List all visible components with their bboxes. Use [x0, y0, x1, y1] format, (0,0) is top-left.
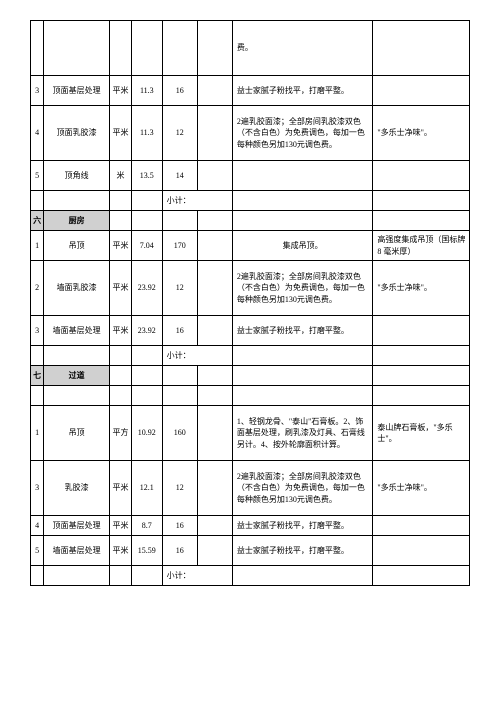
cell-desc: 益士家腻子粉找平，打磨平整。 — [232, 76, 372, 106]
cell-idx: 4 — [31, 106, 44, 161]
table-row: 3 顶面基层处理 平米 11.3 16 益士家腻子粉找平，打磨平整。 — [31, 76, 470, 106]
cell-name: 墙面基层处理 — [44, 316, 110, 346]
cell-price: 16 — [162, 316, 197, 346]
cell-name: 顶面基层处理 — [44, 516, 110, 536]
table-row: 4 顶面乳胶漆 平米 11.3 12 2遍乳胶面漆；全部房间乳胶漆双色（不含白色… — [31, 106, 470, 161]
cell-unit: 平米 — [110, 536, 132, 566]
cell-desc: 益士家腻子粉找平，打磨平整。 — [232, 516, 372, 536]
table-row: 3 乳胶漆 平米 12.1 12 2遍乳胶面漆；全部房间乳胶漆双色（不含白色）为… — [31, 461, 470, 516]
section-title: 过道 — [44, 366, 110, 386]
table-row: 1 吊顶 平米 7.04 170 集成吊顶。 高强度集成吊顶（国标牌 8 毫米厚… — [31, 231, 470, 261]
cell-qty: 23.92 — [131, 316, 162, 346]
cell-desc: 集成吊顶。 — [232, 231, 372, 261]
cell-idx: 3 — [31, 316, 44, 346]
cell-idx: 2 — [31, 261, 44, 316]
cell-unit: 平米 — [110, 461, 132, 516]
cell-name: 吊顶 — [44, 406, 110, 461]
cell-price: 14 — [162, 161, 197, 191]
cell-name: 墙面基层处理 — [44, 536, 110, 566]
table-row: 5 顶角线 米 13.5 14 — [31, 161, 470, 191]
cell-price: 170 — [162, 231, 197, 261]
cell-remark: "多乐士净味"。 — [373, 461, 470, 516]
budget-table: 费。 3 顶面基层处理 平米 11.3 16 益士家腻子粉找平，打磨平整。 4 … — [30, 20, 470, 586]
table-row: 4 顶面基层处理 平米 8.7 16 益士家腻子粉找平，打磨平整。 — [31, 516, 470, 536]
cell-qty: 8.7 — [131, 516, 162, 536]
subtotal-label: 小计： — [162, 191, 232, 211]
cell-name: 顶面基层处理 — [44, 76, 110, 106]
cell-unit: 平米 — [110, 516, 132, 536]
section-idx: 七 — [31, 366, 44, 386]
cell-price: 16 — [162, 516, 197, 536]
cell-price: 160 — [162, 406, 197, 461]
cell-desc: 2遍乳胶面漆；全部房间乳胶漆双色（不含白色）为免费调色，每加一色每种颜色另加13… — [232, 261, 372, 316]
subtotal-row: 小计： — [31, 566, 470, 586]
cell-qty: 23.92 — [131, 261, 162, 316]
cell-price: 16 — [162, 76, 197, 106]
cell-qty: 12.1 — [131, 461, 162, 516]
cell-unit: 平米 — [110, 76, 132, 106]
cell-qty: 11.3 — [131, 106, 162, 161]
cell-price: 16 — [162, 536, 197, 566]
subtotal-label: 小计： — [162, 566, 232, 586]
cell-desc: 益士家腻子粉找平，打磨平整。 — [232, 536, 372, 566]
cell-name: 顶角线 — [44, 161, 110, 191]
section-title: 厨房 — [44, 211, 110, 231]
cell-idx: 3 — [31, 76, 44, 106]
cell-idx: 3 — [31, 461, 44, 516]
cell-idx: 1 — [31, 406, 44, 461]
cell-remark: 泰山牌石膏板，"多乐士"。 — [373, 406, 470, 461]
cell-desc: 1、轻钢龙骨、"泰山"石膏板。2、饰面基层处理，刷乳漆及灯具、石膏线另计。4、按… — [232, 406, 372, 461]
cell-price: 12 — [162, 461, 197, 516]
cell-name: 墙面乳胶漆 — [44, 261, 110, 316]
subtotal-row: 小计： — [31, 346, 470, 366]
cell-desc: 2遍乳胶面漆；全部房间乳胶漆双色（不含白色）为免费调色，每加一色每种颜色另加13… — [232, 106, 372, 161]
cell-desc: 费。 — [232, 21, 372, 76]
cell-price: 12 — [162, 106, 197, 161]
subtotal-row: 小计： — [31, 191, 470, 211]
cell-remark: 高强度集成吊顶（国标牌 8 毫米厚） — [373, 231, 470, 261]
cell-idx: 5 — [31, 161, 44, 191]
cell-unit: 米 — [110, 161, 132, 191]
cell-unit: 平米 — [110, 106, 132, 161]
cell-qty: 13.5 — [131, 161, 162, 191]
cell-unit: 平米 — [110, 261, 132, 316]
cell-qty: 7.04 — [131, 231, 162, 261]
section-idx: 六 — [31, 211, 44, 231]
table-row: 5 墙面基层处理 平米 15.59 16 益士家腻子粉找平，打磨平整。 — [31, 536, 470, 566]
cell-name: 顶面乳胶漆 — [44, 106, 110, 161]
cell-idx: 4 — [31, 516, 44, 536]
cell-name: 乳胶漆 — [44, 461, 110, 516]
cell-qty: 15.59 — [131, 536, 162, 566]
table-row: 3 墙面基层处理 平米 23.92 16 益士家腻子粉找平，打磨平整。 — [31, 316, 470, 346]
cell-remark: "多乐士净味"。 — [373, 106, 470, 161]
table-row: 1 吊顶 平方 10.92 160 1、轻钢龙骨、"泰山"石膏板。2、饰面基层处… — [31, 406, 470, 461]
section-header-row: 七 过道 — [31, 366, 470, 386]
cell-name: 吊顶 — [44, 231, 110, 261]
cell-price: 12 — [162, 261, 197, 316]
table-row: 费。 — [31, 21, 470, 76]
subtotal-label: 小计： — [162, 346, 232, 366]
cell-idx: 1 — [31, 231, 44, 261]
cell-desc: 益士家腻子粉找平，打磨平整。 — [232, 316, 372, 346]
cell-unit: 平方 — [110, 406, 132, 461]
spacer-row — [31, 386, 470, 406]
cell-idx: 5 — [31, 536, 44, 566]
cell-qty: 10.92 — [131, 406, 162, 461]
cell-remark: "多乐士净味"。 — [373, 261, 470, 316]
cell-qty: 11.3 — [131, 76, 162, 106]
cell-unit: 平米 — [110, 231, 132, 261]
cell-desc: 2遍乳胶面漆；全部房间乳胶漆双色（不含白色）为免费调色，每加一色每种颜色另加13… — [232, 461, 372, 516]
section-header-row: 六 厨房 — [31, 211, 470, 231]
table-row: 2 墙面乳胶漆 平米 23.92 12 2遍乳胶面漆；全部房间乳胶漆双色（不含白… — [31, 261, 470, 316]
cell-unit: 平米 — [110, 316, 132, 346]
